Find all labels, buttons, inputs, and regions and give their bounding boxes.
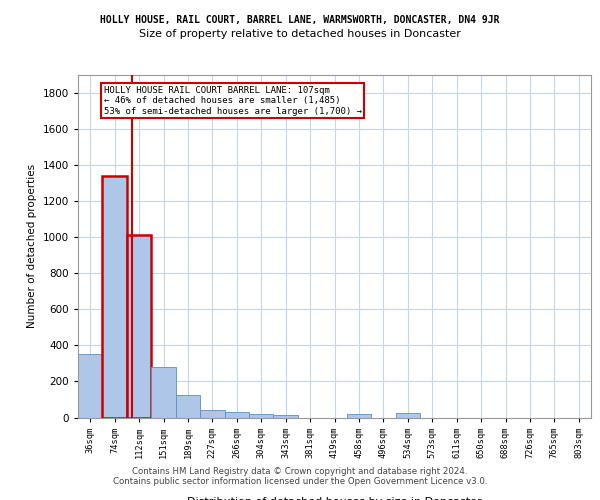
Bar [151,367,176,418]
Text: HOLLY HOUSE, RAIL COURT, BARREL LANE, WARMSWORTH, DONCASTER, DN4 9JR: HOLLY HOUSE, RAIL COURT, BARREL LANE, WA… [100,15,500,25]
Bar [176,395,200,417]
Text: Size of property relative to detached houses in Doncaster: Size of property relative to detached ho… [139,29,461,39]
X-axis label: Distribution of detached houses by size in Doncaster: Distribution of detached houses by size … [187,497,482,500]
Bar [395,413,420,418]
Bar [200,410,224,418]
Bar [78,354,103,418]
Text: HOLLY HOUSE RAIL COURT BARREL LANE: 107sqm
← 46% of detached houses are smaller : HOLLY HOUSE RAIL COURT BARREL LANE: 107s… [104,86,362,116]
Text: Contains public sector information licensed under the Open Government Licence v3: Contains public sector information licen… [113,477,487,486]
Y-axis label: Number of detached properties: Number of detached properties [27,164,37,328]
Text: Contains HM Land Registry data © Crown copyright and database right 2024.: Contains HM Land Registry data © Crown c… [132,467,468,476]
Bar [103,176,127,418]
Bar [224,412,249,418]
Bar [274,415,298,418]
Bar [249,414,274,418]
Bar [127,236,151,418]
Bar [347,414,371,418]
